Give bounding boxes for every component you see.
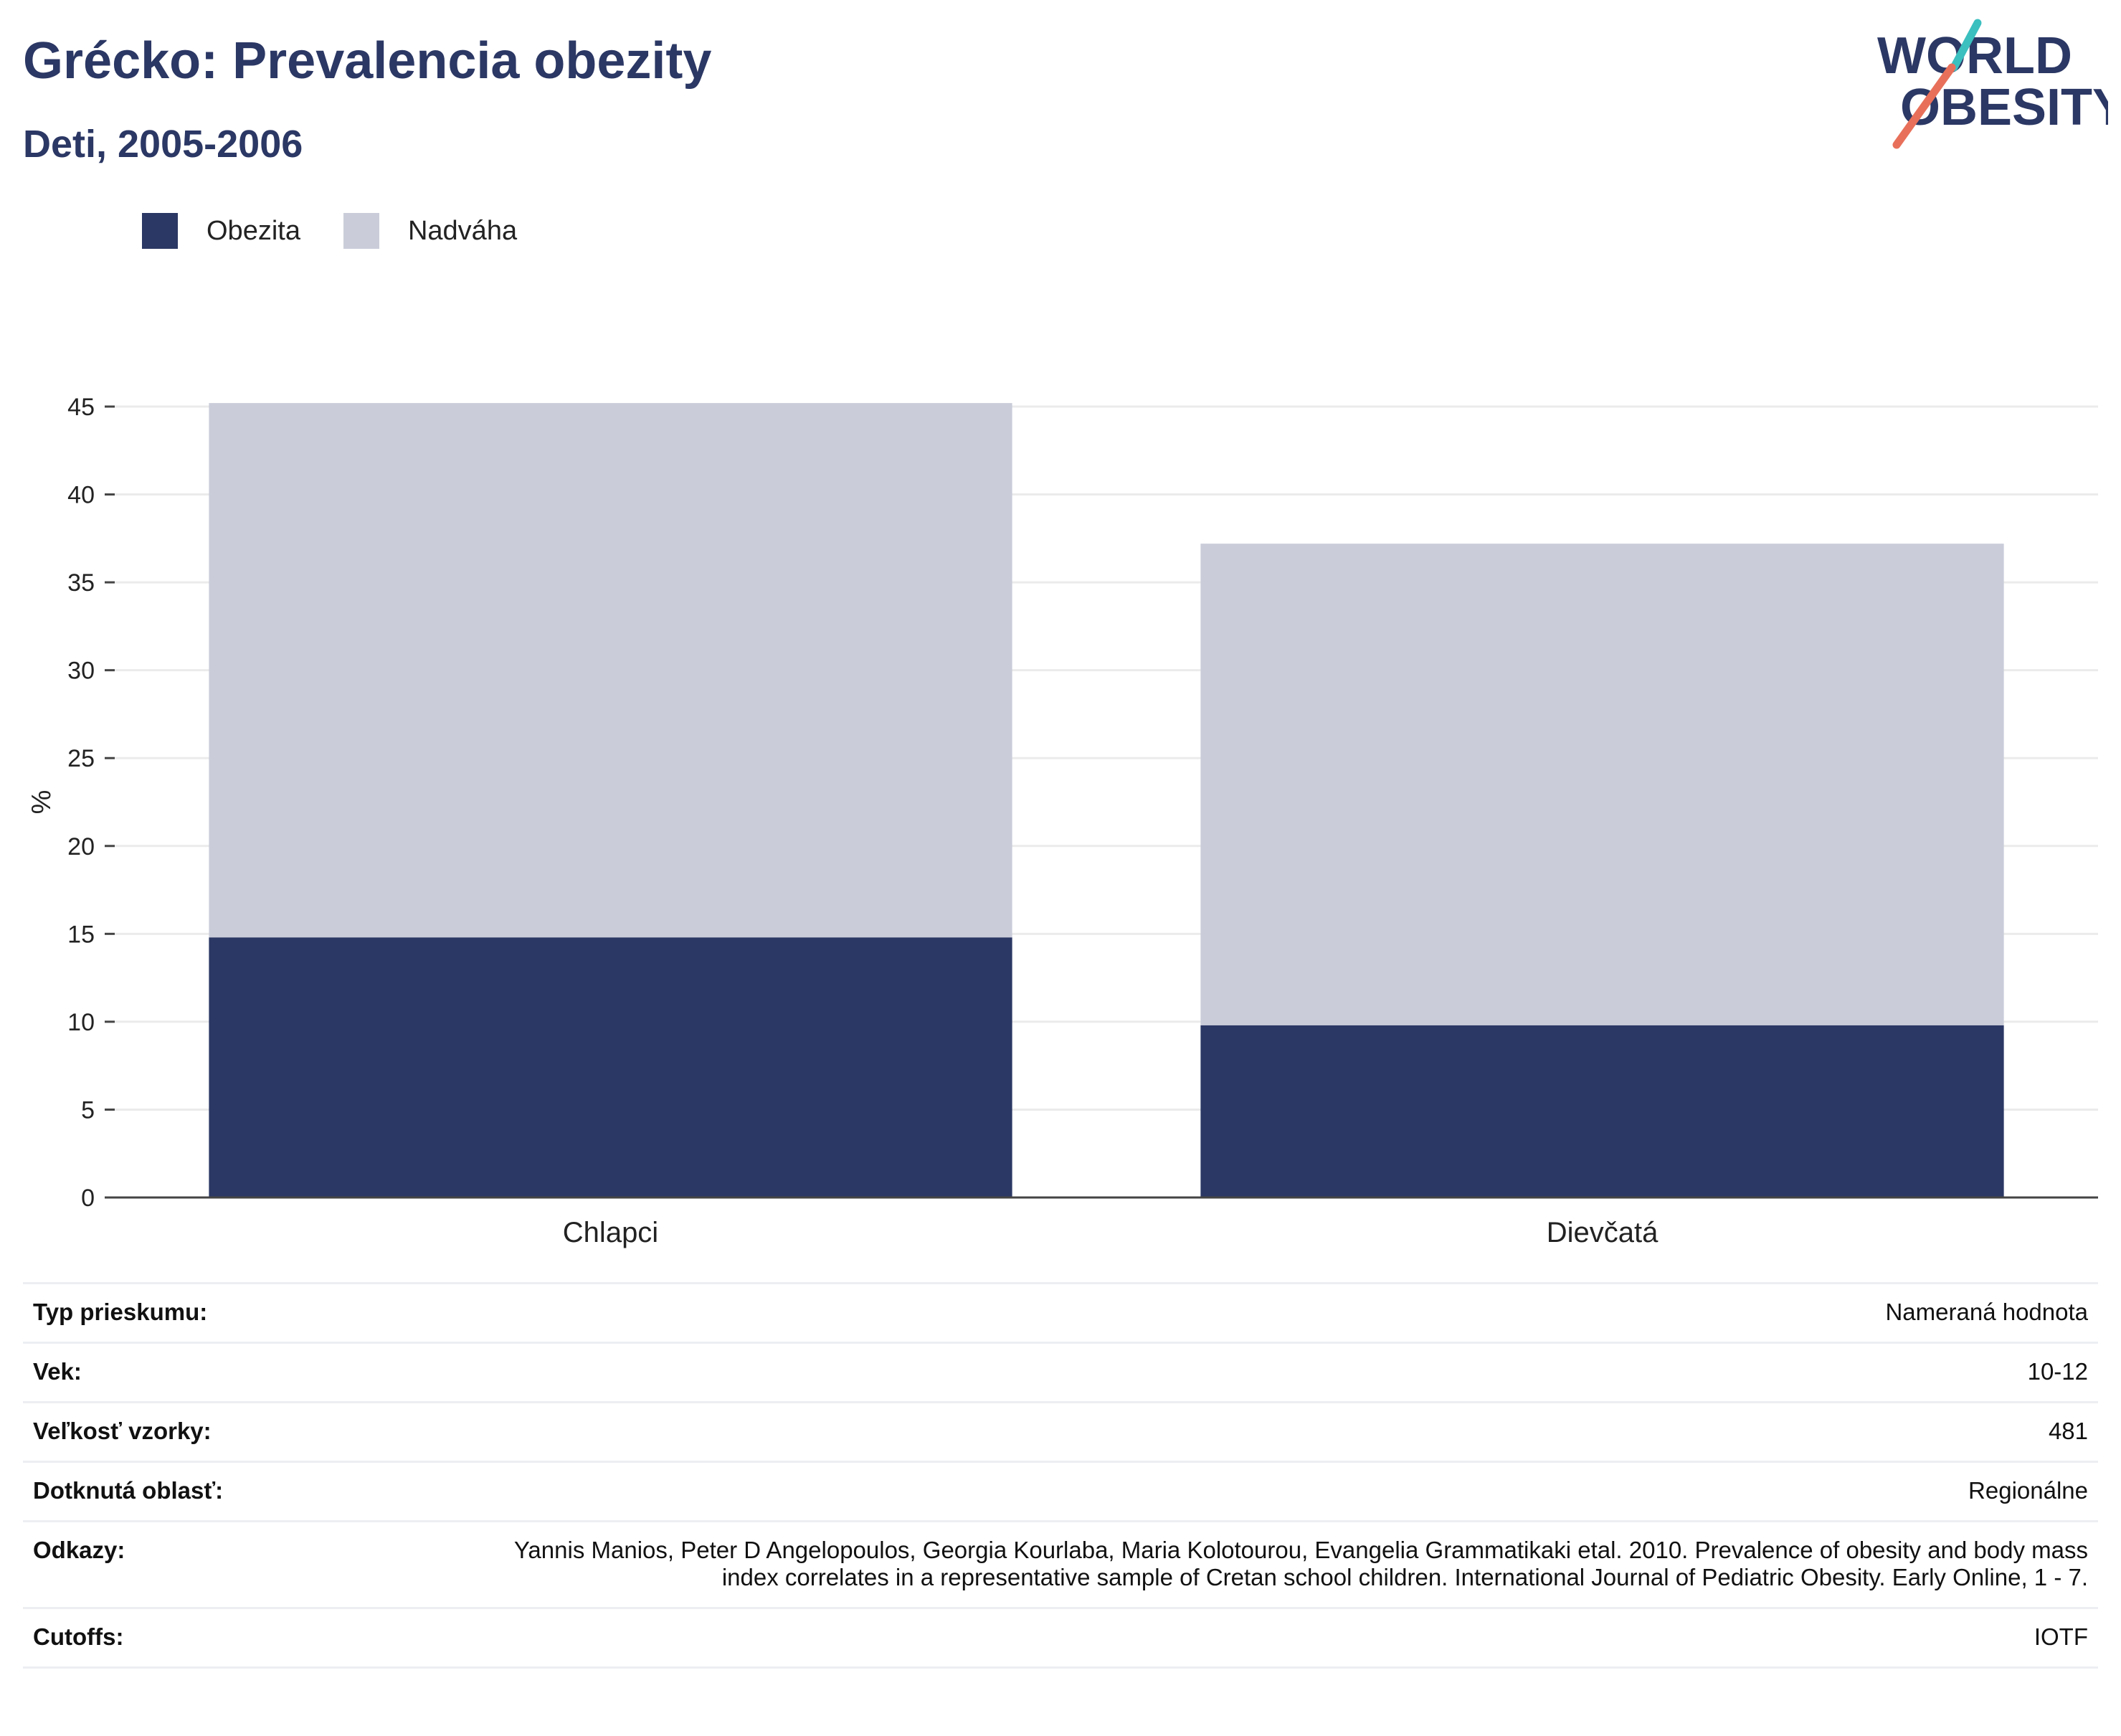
y-tick-label: 0	[81, 1185, 95, 1212]
info-key: Veľkosť vzorky:	[23, 1401, 473, 1462]
y-tick-label: 30	[67, 658, 95, 685]
legend-label-obezita: Obezita	[207, 215, 300, 246]
bar-obezita-dievcata	[1200, 1025, 2004, 1197]
info-key: Odkazy:	[23, 1520, 473, 1608]
logo-word-world: WORLD	[1877, 27, 2072, 85]
info-key: Vek:	[23, 1342, 473, 1403]
legend-item-nadvaha[interactable]: Nadváha	[343, 213, 517, 249]
logo-slash-teal	[1950, 19, 1982, 72]
info-table: Typ prieskumu: Nameraná hodnota Vek: 10-12 V…	[23, 1282, 2098, 1669]
legend-label-nadvaha: Nadváha	[407, 215, 518, 246]
logo-word-obesity: OBESITY	[1900, 79, 2108, 136]
y-tick-label: 35	[67, 569, 95, 597]
info-key: Cutoffs:	[23, 1607, 473, 1669]
info-row: Odkazy: Yannis Manios, Peter D Angelopoul…	[23, 1520, 2098, 1608]
info-value: IOTF	[473, 1607, 2098, 1669]
legend: Obezita Nadváha	[142, 212, 560, 250]
world-obesity-logo: WORLD OBESITY	[1877, 19, 2108, 149]
y-tick-label: 20	[67, 833, 95, 860]
legend-swatch-obezita	[142, 213, 178, 249]
info-value: 481	[473, 1401, 2098, 1462]
info-key: Dotknutá oblasť:	[23, 1461, 473, 1522]
legend-swatch-nadvaha	[343, 213, 379, 249]
y-tick-label: 15	[67, 921, 95, 948]
info-value: Nameraná hodnota	[473, 1282, 2098, 1343]
info-row: Typ prieskumu: Nameraná hodnota	[23, 1282, 2098, 1343]
logo-slash-coral	[1892, 63, 1956, 149]
info-key: Typ prieskumu:	[23, 1282, 473, 1343]
bar-obezita-chlapci	[209, 937, 1012, 1197]
y-axis-label: %	[27, 790, 57, 815]
bar-nadvaha-dievcata	[1200, 544, 2004, 1025]
info-row: Vek: 10-12	[23, 1342, 2098, 1403]
y-tick-label: 5	[81, 1096, 95, 1124]
chart-subtitle: Deti, 2005-2006	[23, 123, 303, 166]
info-value: 10-12	[473, 1342, 2098, 1403]
bar-nadvaha-chlapci	[209, 403, 1012, 938]
info-value: Regionálne	[473, 1461, 2098, 1522]
x-tick-label: Dievčatá	[1547, 1217, 1659, 1248]
x-tick-label: Chlapci	[563, 1217, 658, 1248]
info-value: Yannis Manios, Peter D Angelopoulos, Geo…	[473, 1520, 2098, 1608]
info-row: Dotknutá oblasť: Regionálne	[23, 1461, 2098, 1522]
y-tick-label: 40	[67, 482, 95, 509]
y-tick-label: 10	[67, 1009, 95, 1036]
bar-chart: 0 5 10 15 20 25 30 35 40 45% Chlapci Dievčatá	[27, 394, 2098, 1248]
legend-item-obezita[interactable]: Obezita	[142, 213, 300, 249]
y-tick-label: 45	[67, 394, 95, 421]
info-row: Cutoffs: IOTF	[23, 1607, 2098, 1669]
y-tick-label: 25	[67, 745, 95, 772]
info-row: Veľkosť vzorky: 481	[23, 1401, 2098, 1462]
chart-title: Grécko: Prevalencia obezity	[23, 32, 712, 90]
